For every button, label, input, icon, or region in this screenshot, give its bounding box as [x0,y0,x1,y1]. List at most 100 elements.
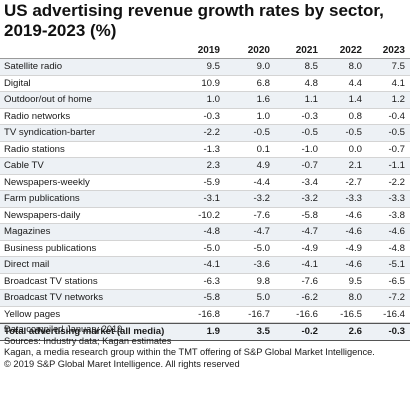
cell-value-2023: -6.5 [388,275,405,287]
cell-value-2022: 2.1 [348,160,362,171]
cell-value-2020: -0.5 [253,127,270,138]
table-row: Newspapers-weekly -5.9 -4.4 -3.4 -2.7 -2.2 [0,175,410,191]
cell-value-2020: 1.0 [256,110,270,122]
cell-value-2019: -16.8 [198,308,220,320]
row-label: Business publications [4,242,97,254]
note-line: Data compiled January 2019. [4,324,125,334]
cell-value-2022: -4.6 [345,259,362,270]
table-row: Broadcast TV networks -5.8 5.0 -6.2 8.0 -7.2 [0,290,410,307]
cell-value-2022: -4.6 [345,226,362,237]
row-label: TV syndication-barter [4,127,96,138]
cell-value-2019: -0.3 [203,110,220,122]
table-body: Satellite radio 9.5 9.0 8.5 8.0 7.5 Digital 10.… [0,59,410,341]
cell-value-2023: -0.7 [388,143,405,155]
row-label: Satellite radio [4,61,63,72]
cell-value-2022: -4.6 [345,209,362,221]
cell-value-2020: -4.4 [253,176,270,188]
cell-value-2019: -2.2 [203,127,220,138]
cell-value-2021: -0.3 [301,110,318,122]
cell-value-2021: -3.4 [301,176,318,188]
table-row: Digital 10.9 6.8 4.8 4.4 4.1 [0,76,410,92]
note-line: Sources: Industry data; Kagan estimates [4,335,172,346]
cell-value-2021: -6.2 [301,292,318,303]
cell-value-2022: -16.5 [340,308,362,320]
cell-value-2021: -3.2 [301,193,318,204]
cell-value-2022: 8.0 [348,61,362,72]
cell-value-2019: -5.0 [203,242,220,254]
table-row: Newspapers-daily -10.2 -7.6 -5.8 -4.6 -3.8 [0,208,410,224]
column-header-2021: 2021 [295,45,318,56]
cell-value-2022: 8.0 [348,292,362,303]
cell-value-2023: 7.5 [391,61,405,72]
cell-value-2019: 2.3 [206,160,220,171]
cell-value-2023: -3.8 [388,209,405,221]
column-header-2022: 2022 [339,45,362,56]
data-table: 2019 2020 2021 2022 2023 Satellite radio 9.5 9… [0,44,410,341]
column-header-2020: 2020 [247,45,270,56]
cell-value-2023: -7.2 [388,292,405,303]
table-row: TV syndication-barter -2.2 -0.5 -0.5 -0.5 -0.… [0,125,410,142]
cell-value-2021: -4.7 [301,226,318,237]
cell-value-2019: -5.8 [203,292,220,303]
cell-value-2023: -1.1 [388,160,405,171]
cell-value-2022: 0.8 [348,110,362,122]
row-label: Total advertising market (all media) [4,326,165,337]
cell-value-2019: -5.9 [203,176,220,188]
cell-value-2023: -0.5 [388,127,405,138]
cell-value-2021: -0.5 [301,127,318,138]
cell-value-2023: -2.2 [388,176,405,188]
column-header-2023: 2023 [382,45,405,56]
cell-value-2020: -16.7 [248,308,270,320]
cell-value-2023: 1.2 [391,94,405,105]
row-label: Newspapers-weekly [4,176,90,188]
cell-value-2022: 4.4 [348,77,362,89]
table-row: Outdoor/out of home 1.0 1.6 1.1 1.4 1.2 [0,92,410,109]
cell-value-2023: -5.1 [388,259,405,270]
cell-value-2023: -4.8 [388,242,405,254]
column-header-2019: 2019 [197,45,220,56]
cell-value-2022: -3.3 [345,193,362,204]
cell-value-2023: -4.6 [388,226,405,237]
cell-value-2019: -4.1 [203,259,220,270]
table-row: Radio networks -0.3 1.0 -0.3 0.8 -0.4 [0,109,410,125]
cell-value-2022: 1.4 [348,94,362,105]
table-row: Yellow pages -16.8 -16.7 -16.6 -16.5 -16.4 [0,307,410,323]
total-row: Total advertising market (all media) 1.9 3… [0,323,410,341]
row-label: Radio stations [4,143,65,155]
cell-value-2022: 0.0 [348,143,362,155]
cell-value-2023: -3.3 [388,193,405,204]
cell-value-2020: -3.2 [253,193,270,204]
table-header: 2019 2020 2021 2022 2023 [0,44,410,59]
row-label: Yellow pages [4,308,61,320]
cell-value-2022: 2.6 [348,326,362,337]
cell-value-2020: -5.0 [253,242,270,254]
cell-value-2021: 8.5 [304,61,318,72]
row-label: Outdoor/out of home [4,94,92,105]
cell-value-2021: 4.8 [304,77,318,89]
table-row: Business publications -5.0 -5.0 -4.9 -4.9 -4.… [0,241,410,257]
cell-value-2020: 4.9 [256,160,270,171]
row-label: Magazines [4,226,51,237]
cell-value-2020: 3.5 [256,326,270,337]
cell-value-2023: -0.4 [388,110,405,122]
cell-value-2023: -0.3 [388,326,405,337]
cell-value-2020: 5.0 [256,292,270,303]
cell-value-2021: -4.9 [301,242,318,254]
row-label: Farm publications [4,193,80,204]
cell-value-2020: -7.6 [253,209,270,221]
cell-value-2020: 1.6 [256,94,270,105]
cell-value-2023: 4.1 [391,77,405,89]
chart-title: US advertising revenue growth rates by s… [4,1,384,40]
cell-value-2019: 1.9 [206,326,220,337]
note-line: Kagan, a media research group within the… [4,347,375,357]
row-label: Direct mail [4,259,50,270]
cell-value-2020: -4.7 [253,226,270,237]
cell-value-2022: -2.7 [345,176,362,188]
cell-value-2022: -4.9 [345,242,362,254]
note-line: © 2019 S&P Global Maret Intelligence. Al… [4,358,240,369]
row-label: Newspapers-daily [4,209,81,221]
row-label: Radio networks [4,110,71,122]
source-notes: Data compiled January 2019. Sources: Indu… [4,324,406,370]
cell-value-2021: -0.2 [301,326,318,337]
